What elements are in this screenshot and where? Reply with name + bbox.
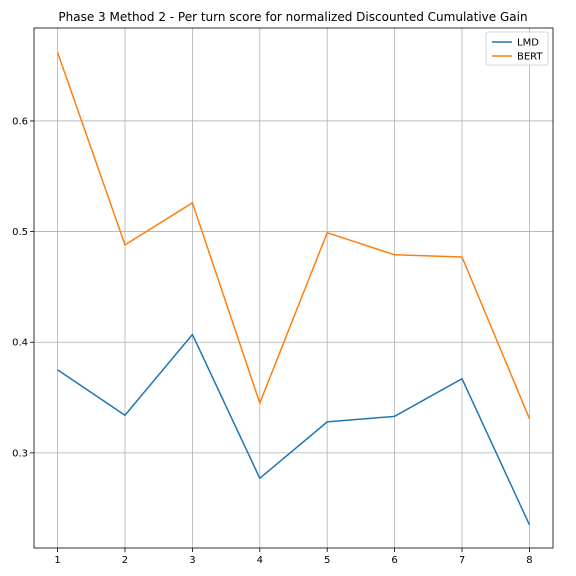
chart-title: Phase 3 Method 2 - Per turn score for no… xyxy=(58,10,527,24)
y-tick-label: 0.3 xyxy=(12,448,28,459)
x-tick-label: 7 xyxy=(459,555,465,566)
legend-label-bert: BERT xyxy=(517,52,543,63)
x-axis-ticks: 1 2 3 4 5 6 7 8 xyxy=(54,548,533,566)
y-tick-label: 0.6 xyxy=(12,116,28,127)
y-tick-label: 0.4 xyxy=(12,338,28,349)
x-tick-label: 6 xyxy=(391,555,397,566)
x-tick-label: 8 xyxy=(526,555,532,566)
y-tick-label: 0.5 xyxy=(12,227,28,238)
x-tick-label: 2 xyxy=(122,555,128,566)
series-line-lmd xyxy=(57,333,531,526)
x-tick-label: 1 xyxy=(54,555,60,566)
legend-label-lmd: LMD xyxy=(517,38,539,49)
plot-area-frame xyxy=(33,27,554,549)
series-line-bert xyxy=(56,52,531,419)
y-axis-ticks: 0.3 0.4 0.5 0.6 xyxy=(12,116,34,459)
x-tick-label: 5 xyxy=(324,555,330,566)
legend: LMD BERT xyxy=(485,31,549,66)
x-tick-label: 3 xyxy=(189,555,195,566)
x-tick-label: 4 xyxy=(257,555,263,566)
series-lines xyxy=(56,52,531,526)
